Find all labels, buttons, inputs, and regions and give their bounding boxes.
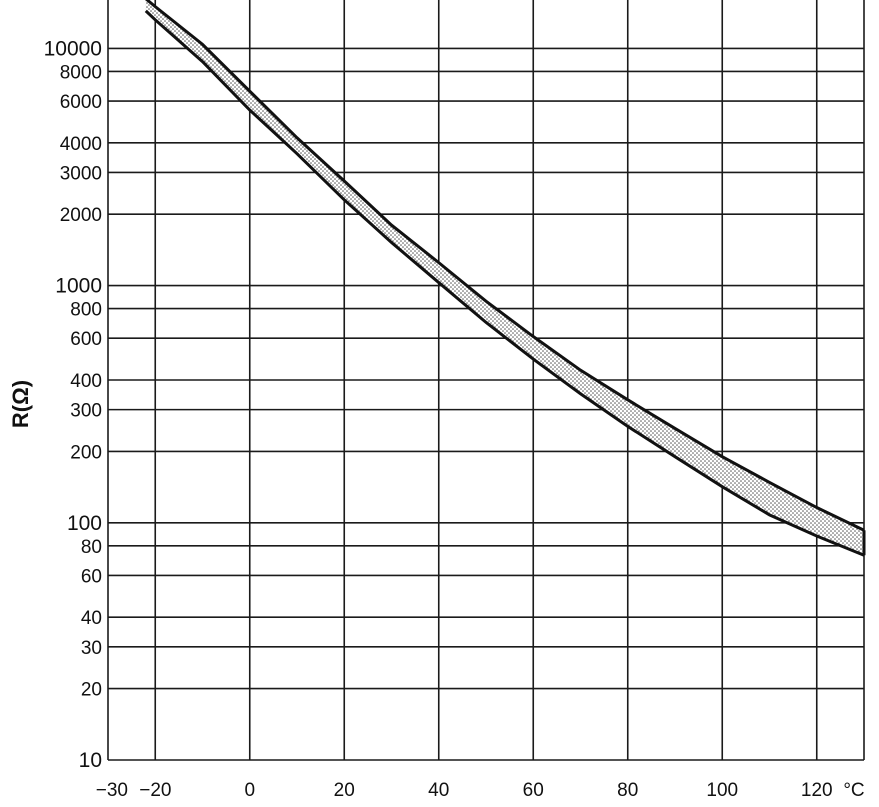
resistance-band xyxy=(144,0,866,557)
y-tick-label: 1000 xyxy=(55,275,102,298)
x-tick-label: 20 xyxy=(334,780,355,801)
y-tick-label: 100 xyxy=(67,512,102,535)
x-unit-label: °C xyxy=(843,780,864,801)
y-tick-label: 8000 xyxy=(60,62,102,83)
y-tick-label: 3000 xyxy=(60,163,102,184)
y-tick-label: 800 xyxy=(70,300,102,321)
y-tick-label: 20 xyxy=(81,680,102,701)
y-tick-label: 10 xyxy=(79,749,102,772)
y-axis-title: R(Ω) xyxy=(8,380,33,428)
x-tick-label: 60 xyxy=(523,780,544,801)
x-tick-label: 0 xyxy=(244,780,255,801)
y-tick-label: 4000 xyxy=(60,134,102,155)
y-tick-label: 6000 xyxy=(60,92,102,113)
y-tick-label: 30 xyxy=(81,638,102,659)
x-tick-label: −20 xyxy=(139,780,171,801)
x-tick-label: 80 xyxy=(617,780,638,801)
y-tick-label: 600 xyxy=(70,329,102,350)
x-tick-label: 40 xyxy=(428,780,449,801)
band-area xyxy=(145,0,864,556)
x-tick-label: 120 xyxy=(801,780,833,801)
y-tick-label: 2000 xyxy=(60,205,102,226)
upper-curve xyxy=(144,0,865,532)
y-tick-label: 300 xyxy=(70,401,102,422)
lower-curve xyxy=(144,9,865,557)
x-tick-label: −30 xyxy=(96,780,128,801)
y-tick-label: 200 xyxy=(70,442,102,463)
y-tick-label: 80 xyxy=(81,537,102,558)
y-tick-label: 10000 xyxy=(44,37,102,60)
x-tick-label: 100 xyxy=(706,780,738,801)
y-tick-label: 400 xyxy=(70,371,102,392)
y-tick-label: 60 xyxy=(81,566,102,587)
grid xyxy=(107,0,865,761)
y-tick-label: 40 xyxy=(81,608,102,629)
x-tick-labels: −30 −20 0 20 40 60 80 100 120 °C xyxy=(96,780,865,801)
